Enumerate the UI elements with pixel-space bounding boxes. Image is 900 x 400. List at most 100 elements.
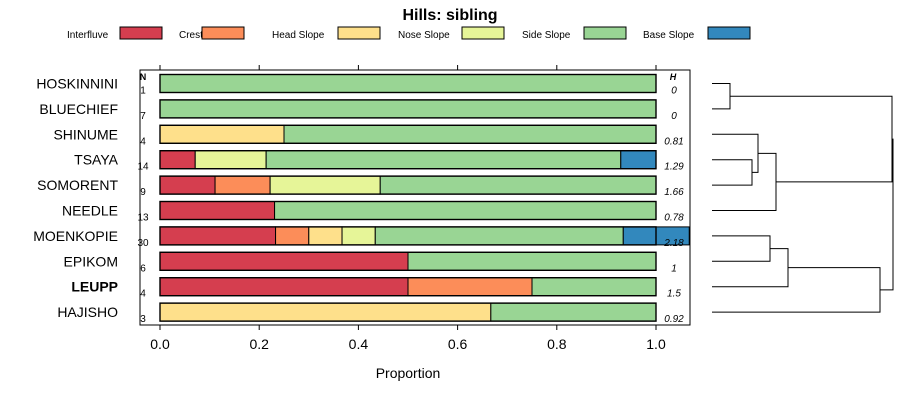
dendrogram-link	[712, 235, 771, 262]
row-label-hajisho: HAJISHO	[57, 304, 118, 320]
dendrogram-link	[880, 138, 894, 291]
bar-outline-hoskinnini	[159, 73, 657, 94]
legend-label-head-slope: Head Slope	[272, 30, 325, 41]
row-label-shinume: SHINUME	[53, 126, 118, 142]
bar-segment-hoskinnini-side-slope	[159, 74, 657, 93]
h-value-hoskinnini: 0	[671, 86, 677, 97]
row-label-tsaya: TSAYA	[74, 152, 118, 168]
bar-segment-somorent-interfluve	[159, 175, 216, 195]
h-value-hajisho: 0.92	[664, 314, 684, 325]
h-value-shinume: 0.81	[664, 136, 683, 147]
legend-label-crest: Crest	[179, 30, 203, 41]
bar-outline-needle	[159, 200, 657, 221]
bar-rows: HOSKINNINI 1 0 BLUECHIEF 7 0 SHINUME 4 0.81 TSAYA…	[33, 73, 690, 325]
legend-label-base-slope: Base Slope	[643, 30, 695, 41]
x-tick-label: 0.4	[349, 336, 369, 352]
dendrogram-link	[730, 95, 893, 183]
dendrogram-link	[712, 267, 881, 313]
bar-segment-somorent-side-slope	[379, 175, 657, 195]
n-value-moenkopie: 30	[137, 238, 149, 249]
bar-segment-leupp-interfluve	[159, 277, 409, 297]
x-tick-label: 1.0	[646, 336, 666, 352]
bar-segment-bluechief-side-slope	[159, 99, 657, 119]
bar-segment-tsaya-interfluve	[159, 150, 196, 170]
row-label-moenkopie: MOENKOPIE	[33, 228, 118, 244]
plot-frame	[139, 69, 691, 326]
x-tick-label: 0.0	[150, 336, 170, 352]
row-label-somorent: SOMORENT	[37, 177, 118, 193]
bar-segment-epikom-interfluve	[159, 251, 409, 271]
bar-outline-leupp	[159, 277, 657, 297]
row-label-epikom: EPIKOM	[64, 253, 118, 269]
n-value-shinume: 4	[140, 136, 146, 147]
bar-segment-tsaya-base-slope	[620, 150, 657, 170]
bar-segment-moenkopie-nose-slope	[341, 226, 376, 246]
bar-segment-somorent-crest	[214, 175, 271, 195]
bar-outline-epikom	[159, 251, 657, 272]
x-tick-label: 0.6	[448, 336, 468, 352]
legend-swatch-head-slope	[337, 26, 381, 40]
bar-outline-bluechief	[159, 99, 657, 119]
n-value-hoskinnini: 1	[140, 86, 146, 97]
row-label-hoskinnini: HOSKINNINI	[36, 76, 118, 92]
x-tick-label: 0.8	[547, 336, 567, 352]
dendrogram-link	[712, 133, 759, 173]
n-value-hajisho: 3	[140, 314, 146, 325]
bar-segment-moenkopie-crest	[275, 226, 310, 246]
legend-swatch-base-slope	[707, 26, 751, 40]
dendrogram-link	[712, 248, 789, 288]
legend-label-nose-slope: Nose Slope	[398, 30, 450, 41]
n-value-epikom: 6	[140, 263, 146, 274]
legend: Interfluve Crest Head Slope Nose Slope Side …	[67, 26, 751, 41]
h-value-needle: 0.78	[664, 213, 684, 224]
n-value-tsaya: 14	[137, 162, 149, 173]
bar-segment-hajisho-side-slope	[490, 302, 657, 322]
bar-segment-hajisho-head-slope	[159, 302, 492, 322]
legend-label-side-slope: Side Slope	[522, 30, 571, 41]
bar-outline-moenkopie	[159, 226, 657, 246]
row-label-bluechief: BLUECHIEF	[39, 101, 118, 117]
legend-swatch-side-slope	[583, 26, 627, 40]
bar-segment-needle-interfluve	[159, 201, 276, 220]
bar-segment-shinume-side-slope	[283, 124, 657, 144]
h-value-leupp: 1.5	[667, 289, 681, 300]
bar-segment-somorent-nose-slope	[269, 175, 381, 195]
h-value-moenkopie: 2.18	[663, 238, 684, 249]
dendrogram-link	[712, 159, 753, 186]
legend-swatch-crest	[201, 26, 245, 40]
bar-segment-leupp-side-slope	[531, 277, 657, 297]
x-tick-label: 0.2	[249, 336, 269, 352]
row-label-leupp: LEUPP	[71, 279, 118, 295]
bar-segment-shinume-head-slope	[159, 124, 285, 144]
bar-outline-tsaya	[159, 149, 657, 170]
n-value-somorent: 9	[140, 187, 146, 198]
n-value-leupp: 4	[140, 289, 146, 300]
h-value-somorent: 1.66	[664, 187, 684, 198]
bar-segment-tsaya-nose-slope	[194, 150, 267, 170]
bar-segment-needle-side-slope	[274, 201, 657, 220]
bar-outline-hajisho	[159, 302, 657, 322]
n-value-bluechief: 7	[140, 111, 146, 122]
x-axis-label: Proportion	[376, 365, 441, 381]
n-column-header: N	[140, 72, 147, 82]
dendrogram-link	[712, 83, 731, 110]
legend-label-interfluve: Interfluve	[67, 30, 109, 41]
x-axis: 0.0 0.2 0.4 0.6 0.8 1.0	[150, 65, 666, 352]
h-column-header: H	[670, 72, 677, 82]
dendrogram-link	[712, 152, 777, 211]
bar-segment-tsaya-side-slope	[265, 150, 622, 170]
n-value-needle: 13	[137, 213, 149, 224]
h-value-epikom: 1	[671, 263, 677, 274]
row-label-needle: NEEDLE	[62, 203, 118, 219]
chart-title: Hills: sibling	[402, 7, 497, 24]
bar-segment-moenkopie-interfluve	[159, 226, 277, 246]
h-value-tsaya: 1.29	[664, 162, 684, 173]
legend-swatch-interfluve	[119, 26, 163, 40]
bar-segment-moenkopie-head-slope	[308, 226, 343, 246]
bar-segment-leupp-crest	[407, 277, 533, 297]
bar-segment-epikom-side-slope	[407, 251, 657, 271]
bar-outline-somorent	[159, 175, 657, 195]
h-value-bluechief: 0	[671, 111, 677, 122]
bar-segment-moenkopie-side-slope	[374, 226, 624, 246]
